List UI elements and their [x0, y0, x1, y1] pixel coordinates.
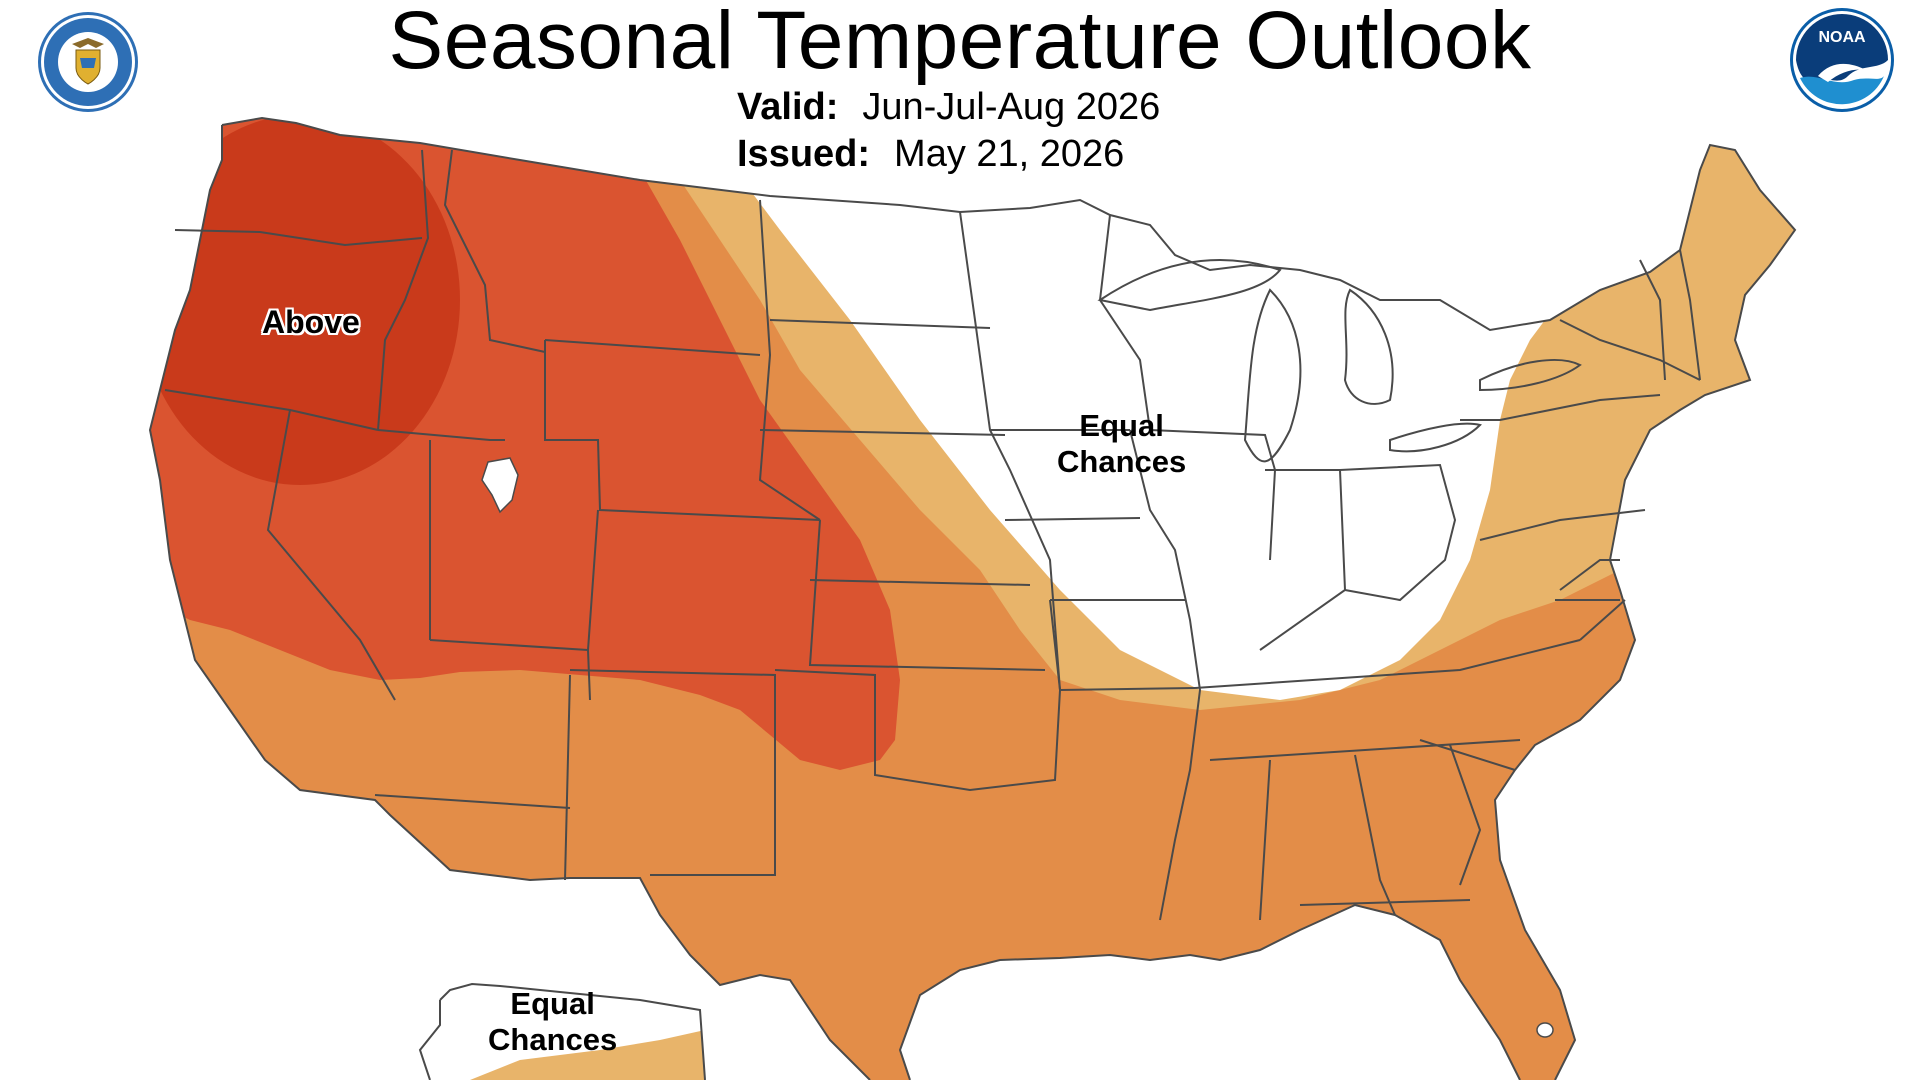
page-title: Seasonal Temperature Outlook	[388, 0, 1532, 86]
issued-value: May 21, 2026	[894, 133, 1125, 175]
label-equal-chances-conus: Equal Chances	[1057, 408, 1186, 479]
label-equal-line2: Chances	[1057, 443, 1187, 479]
label-equal-ak-line2: Chances	[488, 1021, 618, 1057]
valid-period: Valid: Jun-Jul-Aug 2026	[737, 86, 1160, 129]
region-above-50-60	[150, 118, 460, 485]
label-above: Above	[262, 304, 360, 340]
alaska-border	[418, 982, 706, 1080]
issued-label: Issued:	[737, 133, 871, 175]
label-equal-ak-line1: Equal	[510, 986, 595, 1021]
doc-seal-icon	[38, 12, 138, 112]
noaa-logo-text: NOAA	[1818, 29, 1866, 46]
lake-okeechobee	[1536, 1022, 1554, 1038]
valid-label: Valid:	[737, 86, 839, 128]
label-equal-line1: Equal	[1079, 408, 1164, 443]
issued-date: Issued: May 21, 2026	[737, 133, 1124, 176]
great-salt-lake	[481, 457, 519, 514]
alaska-above-leaning	[470, 1030, 705, 1080]
state-borders	[148, 116, 1797, 1080]
noaa-logo-icon: NOAA	[1790, 8, 1894, 112]
label-equal-chances-alaska: Equal Chances	[488, 986, 617, 1057]
valid-value: Jun-Jul-Aug 2026	[862, 86, 1161, 128]
